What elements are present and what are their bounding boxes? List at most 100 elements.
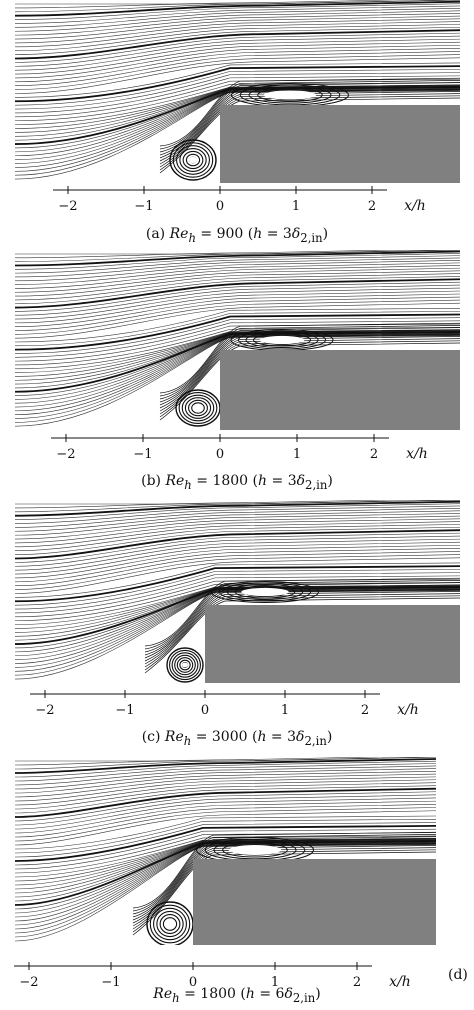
streamline — [15, 841, 436, 914]
tick-label: 1 — [281, 703, 289, 718]
vortex-ring — [182, 150, 204, 170]
streamline — [15, 290, 460, 324]
streamline — [15, 544, 460, 579]
streamline — [15, 302, 460, 339]
streamline — [15, 35, 460, 67]
streamline — [15, 250, 460, 262]
streamline — [15, 765, 436, 786]
streamline — [15, 582, 460, 622]
vortex-ring — [188, 399, 208, 417]
streamline — [15, 505, 460, 524]
bubble-core — [241, 587, 289, 597]
vortex-ring — [185, 153, 201, 167]
vortex-core — [194, 404, 202, 412]
streamline — [15, 578, 460, 618]
step-block — [220, 350, 460, 430]
caption-b-prefix: (b) — [141, 473, 162, 489]
streamline — [15, 548, 460, 583]
streamline — [15, 86, 460, 145]
bubble-core — [228, 845, 282, 855]
bubble-ring — [239, 84, 341, 106]
caption-b-re-value: 1800 — [212, 473, 249, 489]
caption-c-re-value: 3000 — [211, 729, 248, 745]
streamline — [15, 299, 460, 335]
step-block — [193, 859, 436, 945]
streamline — [15, 800, 436, 834]
streamline — [15, 41, 460, 75]
bubble-ring — [238, 330, 326, 350]
bubble-ring — [222, 842, 288, 858]
shear-streamline — [159, 338, 460, 415]
shear-streamline — [144, 577, 460, 647]
streamline — [15, 265, 460, 289]
streamline — [15, 838, 436, 886]
streamline — [15, 332, 460, 404]
streamline-plot-c: −2 −1 0 1 2 x/h — [15, 500, 460, 718]
bubble-ring — [213, 840, 297, 860]
streamline — [15, 51, 460, 87]
streamline — [15, 296, 460, 331]
streamline — [15, 807, 436, 842]
streamline — [15, 843, 436, 934]
streamline — [15, 773, 436, 798]
streamline — [15, 13, 460, 36]
streamline — [15, 828, 436, 866]
axis-label: x/h — [389, 974, 411, 989]
streamline — [15, 535, 460, 567]
streamline — [15, 0, 410, 9]
shear-streamline — [159, 80, 460, 150]
caption-d-prefix: (d) — [448, 967, 468, 983]
bubble-ring — [218, 582, 312, 602]
panel-d: −2 −1 0 1 2 x/h (d) Reh = 1800 (h = 6δ2,in) — [0, 757, 474, 1010]
streamline — [15, 10, 460, 32]
caption-b: (b) Reh = 1800 (h = 3δ2,in) — [141, 473, 333, 492]
shear-streamline — [159, 342, 460, 421]
streamline — [15, 0, 460, 13]
vortex-ring — [178, 392, 218, 424]
streamline — [15, 785, 436, 814]
tick-label: 0 — [189, 975, 197, 989]
streamline — [15, 329, 460, 370]
streamline — [15, 330, 460, 377]
streamline — [15, 538, 460, 571]
streamline — [15, 44, 460, 79]
vortex-ring — [162, 917, 178, 931]
vortex-ring — [159, 914, 181, 934]
tick-label: −1 — [133, 447, 152, 462]
tick-label: −2 — [58, 199, 77, 214]
streamline — [15, 513, 460, 536]
streamline — [15, 804, 436, 838]
vortex-core — [189, 156, 197, 164]
streamline — [15, 284, 460, 316]
streamline — [15, 38, 460, 71]
vortex-ring — [172, 142, 214, 178]
streamline — [15, 837, 436, 878]
streamline — [15, 589, 460, 672]
streamlines-d — [15, 757, 436, 945]
caption-d-re-value: 1800 — [200, 986, 236, 1002]
streamline — [15, 260, 460, 282]
streamline — [15, 320, 460, 358]
streamline — [15, 840, 436, 906]
streamline — [15, 307, 460, 343]
tick-label: −2 — [19, 975, 38, 989]
streamline — [15, 763, 436, 782]
caption-c-prefix: (c) — [141, 729, 161, 745]
streamline — [15, 317, 460, 354]
shear-streamline — [144, 595, 460, 671]
streamline — [15, 332, 460, 396]
streamline — [15, 262, 460, 285]
bubble-ring — [234, 585, 296, 599]
bubble-ring — [226, 584, 304, 600]
shear-streamline — [159, 327, 460, 400]
streamline — [15, 843, 436, 930]
streamline — [15, 818, 436, 854]
streamline — [15, 587, 460, 649]
tick-label: −1 — [134, 199, 153, 214]
streamline — [15, 313, 460, 351]
streamline — [15, 21, 460, 48]
shear-streamline — [144, 597, 460, 674]
bubble-core — [263, 90, 317, 100]
shear-streamline — [159, 77, 460, 147]
caption-a: (a) Reh = 900 (h = 3δ2,in) — [145, 226, 329, 245]
